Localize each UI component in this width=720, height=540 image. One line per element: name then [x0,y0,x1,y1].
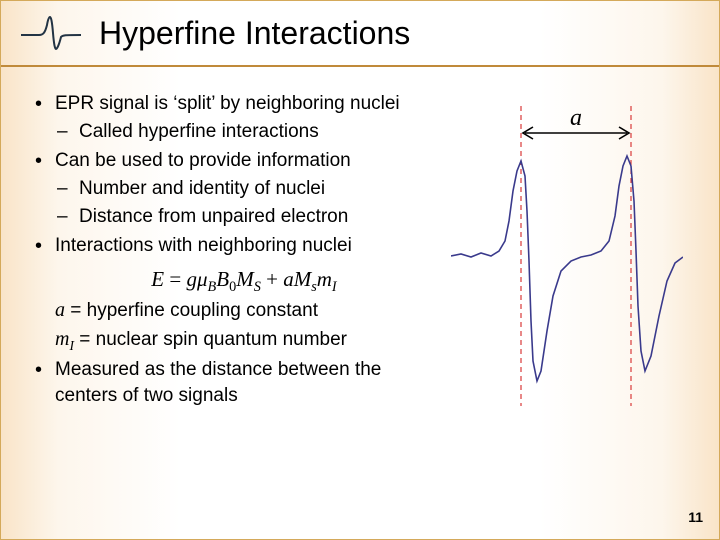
def-a-text: = hyperfine coupling constant [65,300,318,321]
body-text: EPR signal is ‘split’ by neighboring nuc… [33,91,433,412]
header: Hyperfine Interactions [1,1,719,65]
bullet-1a: Called hyperfine interactions [55,119,433,145]
slide: Hyperfine Interactions EPR signal is ‘sp… [0,0,720,540]
bullet-2: Can be used to provide information Numbe… [33,148,433,229]
bullet-3-text: Interactions with neighboring nuclei [55,235,352,256]
header-underline [1,65,719,67]
bullet-2-text: Can be used to provide information [55,150,351,171]
def-a-var: a [55,299,65,321]
epr-spectrum-figure: a [451,101,683,411]
slide-title: Hyperfine Interactions [99,15,410,52]
svg-text:a: a [570,105,582,131]
logo-epr-curve [19,11,83,55]
bullet-1: EPR signal is ‘split’ by neighboring nuc… [33,91,433,144]
bullet-3: Interactions with neighboring nuclei E =… [33,233,433,353]
bullet-2b: Distance from unpaired electron [55,204,433,230]
def-m-text: = nuclear spin quantum number [74,329,347,350]
page-number: 11 [688,509,703,525]
def-m: mI = nuclear spin quantum number [55,326,433,353]
def-a: a = hyperfine coupling constant [55,297,433,324]
equation: E = gμBB0MS + aMsmI [55,265,433,293]
bullet-2a: Number and identity of nuclei [55,176,433,202]
bullet-1-text: EPR signal is ‘split’ by neighboring nuc… [55,93,400,114]
bullet-4: Measured as the distance between the cen… [33,357,433,408]
